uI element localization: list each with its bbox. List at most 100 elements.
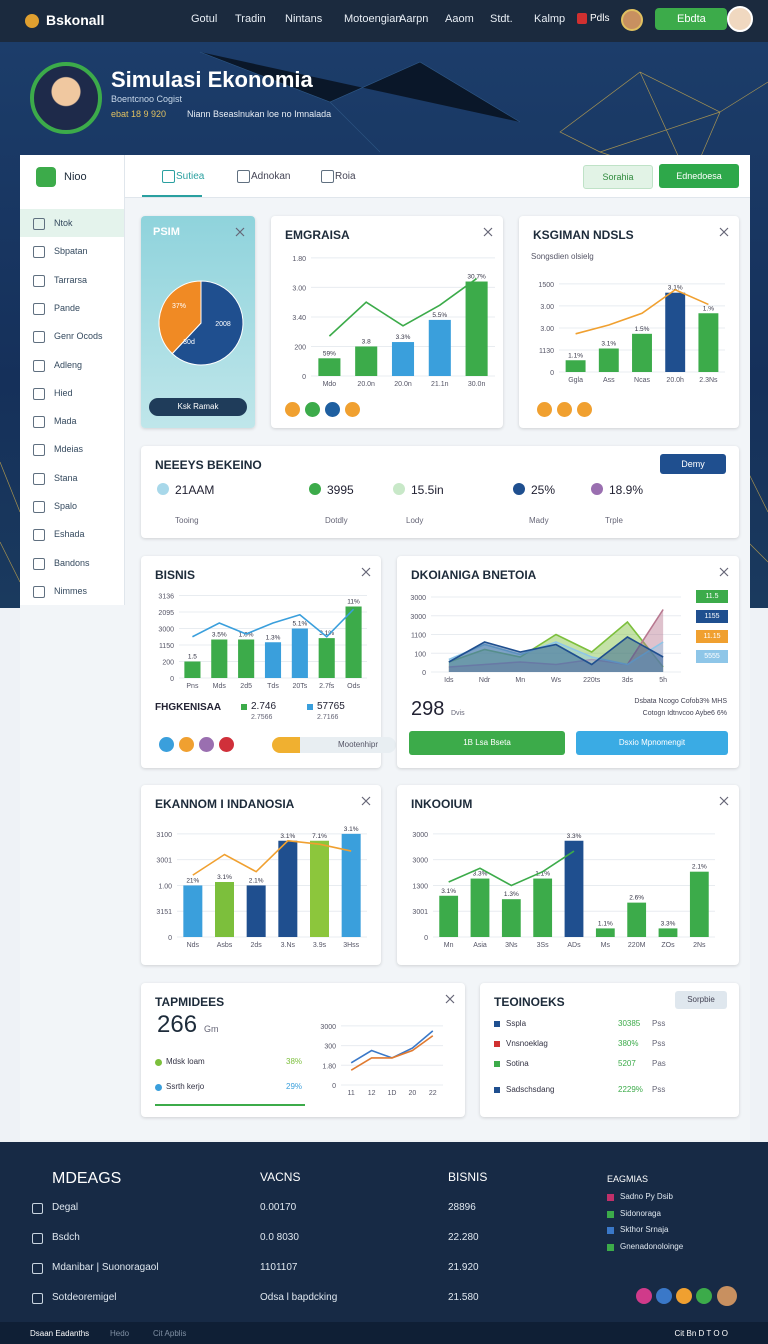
bar-label: 1.0% bbox=[239, 632, 254, 639]
tab[interactable]: Sutiea bbox=[176, 171, 205, 182]
nav-link[interactable]: Stdt. bbox=[490, 13, 513, 25]
profile-photo bbox=[30, 62, 102, 134]
card-button[interactable]: Demy bbox=[660, 454, 726, 474]
y-tick-label: 1.80 bbox=[292, 256, 306, 263]
y-tick-label: 3.00 bbox=[292, 285, 306, 292]
footer-item[interactable]: Sotdeoremigel bbox=[52, 1292, 117, 1303]
sidebar-item[interactable]: Ntok bbox=[54, 218, 73, 228]
sidebar-icon bbox=[33, 302, 45, 315]
sidebar-icon bbox=[33, 331, 45, 344]
bar-label: 3.8 bbox=[362, 338, 371, 345]
sidebar-icon bbox=[33, 387, 45, 400]
x-tick-label: 2ds bbox=[251, 942, 263, 949]
sidebar-item[interactable]: Mada bbox=[54, 416, 77, 427]
nav-link[interactable]: Kalmp bbox=[534, 13, 566, 25]
bar bbox=[215, 882, 234, 937]
pie-label: 37% bbox=[172, 303, 186, 310]
footer-item[interactable]: Bsdch bbox=[52, 1232, 80, 1243]
footer-link[interactable]: Dsaan Eadanths bbox=[30, 1329, 90, 1338]
footer-item[interactable]: Degal bbox=[52, 1202, 79, 1213]
sidebar-item[interactable]: Nimmes bbox=[54, 585, 87, 596]
sidebar-item[interactable]: Spalo bbox=[54, 501, 78, 511]
card-button[interactable]: Sorpbie bbox=[675, 991, 727, 1009]
footer-icon bbox=[32, 1263, 43, 1274]
y-tick-label: 3100 bbox=[156, 832, 172, 839]
nav-link[interactable]: Tradin bbox=[235, 13, 266, 25]
action-button[interactable]: 1B Lsa Bseta bbox=[409, 731, 565, 755]
x-tick-label: 3.Ns bbox=[281, 942, 296, 949]
card-title: EKANNOM I INDANOSIA bbox=[155, 797, 295, 811]
bar bbox=[428, 319, 451, 376]
close-icon bbox=[235, 227, 245, 237]
sidebar-item[interactable]: Sbpatan bbox=[54, 246, 88, 257]
stat-value: 3995 bbox=[327, 483, 354, 497]
chart-svg bbox=[25, 14, 39, 28]
sidebar-item[interactable]: Bandons bbox=[54, 557, 90, 568]
bar-label: 21% bbox=[186, 877, 199, 884]
nav-link[interactable]: Aarpn bbox=[399, 13, 429, 25]
tab[interactable]: Roia bbox=[335, 171, 356, 182]
x-tick-label: 20 bbox=[409, 1090, 417, 1097]
bar-label: 1.1% bbox=[535, 871, 550, 878]
x-tick-label: Ods bbox=[347, 683, 360, 690]
tab-underline bbox=[142, 195, 202, 197]
y-tick-label: 0 bbox=[550, 370, 554, 377]
bar-label: 3.3% bbox=[396, 334, 411, 341]
row-value: 380% bbox=[618, 1039, 639, 1048]
badge[interactable]: Pdls bbox=[590, 13, 610, 24]
nav-link[interactable]: Gotul bbox=[191, 13, 218, 25]
y-tick-label: 3001 bbox=[412, 909, 428, 916]
hero-title: Simulasi Ekonomia bbox=[111, 67, 313, 92]
sidebar-item[interactable]: Hied bbox=[54, 387, 73, 398]
bar-label: 2.6% bbox=[629, 895, 644, 902]
footer-heading: VACNS bbox=[260, 1170, 301, 1184]
bar-label: 3.1% bbox=[668, 285, 683, 292]
bar-label: 1.5 bbox=[188, 654, 197, 661]
action-button[interactable]: Sorahia bbox=[583, 165, 653, 189]
stat-swatch bbox=[307, 704, 313, 710]
sidebar-icon bbox=[33, 557, 45, 570]
legend-dot bbox=[199, 737, 214, 752]
footer-item[interactable]: Mdanibar | Suonoragaol bbox=[52, 1262, 159, 1273]
nav-button[interactable]: Ebdta bbox=[655, 8, 727, 30]
card-title: NEEEYS BEKEINO bbox=[155, 458, 262, 472]
sidebar-item[interactable]: Eshada bbox=[54, 529, 85, 540]
sidebar-item[interactable]: Pande bbox=[54, 302, 81, 313]
pill[interactable]: Mootenhipr bbox=[272, 737, 396, 753]
big-unit: Dvis bbox=[451, 710, 465, 717]
footer-link[interactable]: Hedo bbox=[110, 1329, 130, 1338]
sidebar-item[interactable]: Stana bbox=[54, 472, 78, 483]
footer-link[interactable]: Cit Apblis bbox=[153, 1329, 187, 1338]
sidebar-item[interactable]: Tarrarsa bbox=[54, 274, 88, 285]
action-button[interactable]: Ednedoesa bbox=[659, 164, 739, 188]
bar-label: 1.3% bbox=[266, 634, 281, 641]
network-decor bbox=[0, 51, 768, 583]
sidebar-item[interactable]: Mdeias bbox=[54, 444, 84, 455]
nav-link[interactable]: Motoengian bbox=[344, 13, 402, 25]
ksgiman-card: KSGIMAN NDSLS Songsdien olsielg 0 1130 3.00 3… bbox=[519, 216, 739, 428]
row-label: Sotina bbox=[506, 1059, 529, 1068]
legend-dot bbox=[577, 402, 592, 417]
stat-value: 18.9% bbox=[609, 483, 644, 497]
nav-link[interactable]: Nintans bbox=[285, 13, 323, 25]
x-tick-label: Tds bbox=[267, 683, 279, 690]
tab[interactable]: Adnokan bbox=[251, 171, 291, 182]
nav-link[interactable]: Aaom bbox=[445, 13, 474, 25]
footer-item: 21.920 bbox=[448, 1262, 479, 1273]
chart-svg: 0 200 1150 3000 2095 3136 Pns Mds 2d5 Tds 20Ts 2.7f… bbox=[158, 594, 367, 690]
sidebar-item[interactable]: Adleng bbox=[54, 359, 83, 370]
social-icon bbox=[656, 1288, 672, 1304]
y-tick-label: 300 bbox=[324, 1044, 336, 1051]
action-button[interactable]: Dsxio Mpnomengit bbox=[576, 731, 728, 755]
legend-tag: 1155 bbox=[696, 610, 728, 623]
legend-dot bbox=[159, 737, 174, 752]
y-tick-label: 1500 bbox=[538, 282, 554, 289]
stat-label: Lody bbox=[406, 516, 424, 525]
bar bbox=[470, 878, 490, 937]
psim-button[interactable]: Ksk Ramak bbox=[149, 398, 247, 416]
big-unit: Gm bbox=[204, 1024, 219, 1034]
legend-dot bbox=[513, 483, 525, 495]
tapmidees-card: TAPMIDEES 266 Gm Mdsk loam 38% Ssrth kerjo 29%… bbox=[141, 983, 465, 1117]
sidebar-item[interactable]: Genr Ocods bbox=[54, 331, 103, 342]
bar bbox=[598, 348, 619, 372]
